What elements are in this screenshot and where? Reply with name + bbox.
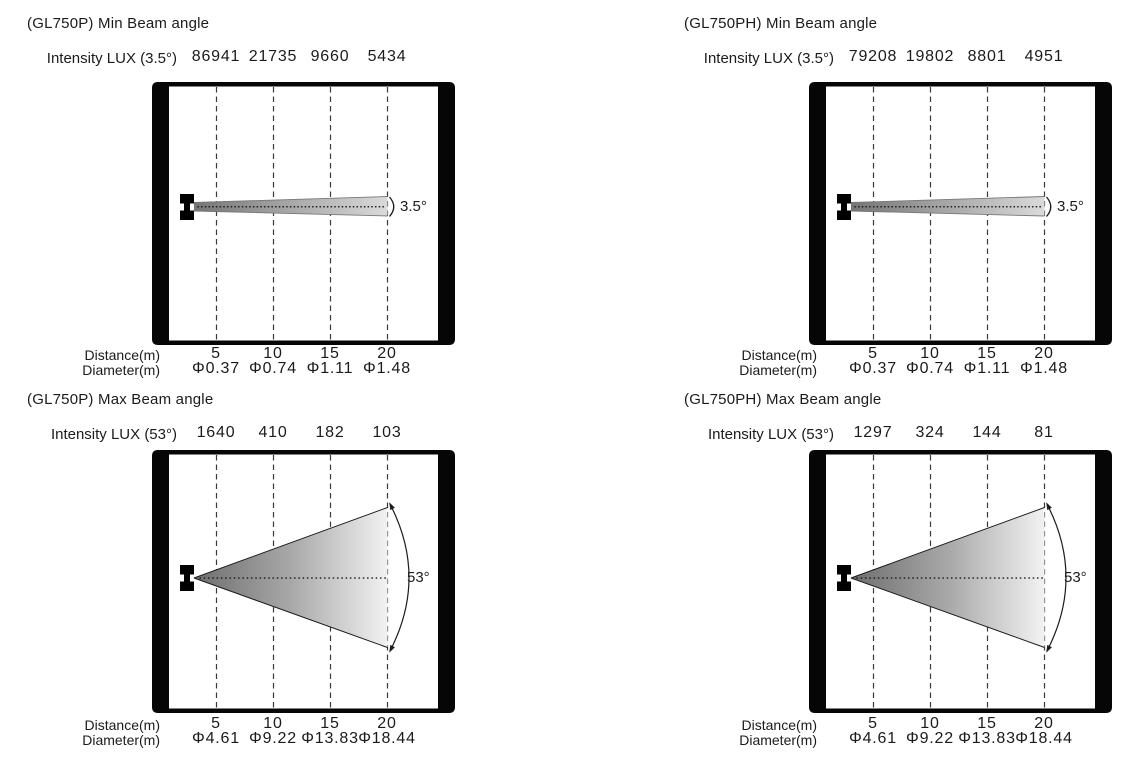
- distance-value: 20: [377, 345, 397, 362]
- intensity-value: 9660: [310, 48, 350, 65]
- intensity-axis-label: Intensity LUX (3.5°): [46, 50, 177, 67]
- distance-value: 5: [868, 345, 878, 362]
- intensity-value: 1640: [196, 424, 236, 441]
- distance-value: 10: [263, 715, 283, 732]
- intensity-value: 8801: [967, 48, 1007, 65]
- panel-title: (GL750P) Max Beam angle: [27, 391, 214, 408]
- diameter-value: Φ0.37: [849, 360, 897, 377]
- diameter-value: Φ9.22: [906, 730, 954, 747]
- beam-diagram-max: [809, 450, 1112, 713]
- beam-angle-label: 53°: [407, 569, 430, 586]
- stage-frame: [809, 82, 1112, 345]
- intensity-value: 19802: [905, 48, 955, 65]
- distance-value: 5: [211, 715, 221, 732]
- distance-value: 5: [211, 345, 221, 362]
- diameter-value: Φ0.37: [192, 360, 240, 377]
- beam-diagram-max: [152, 450, 455, 713]
- intensity-axis-label: Intensity LUX (53°): [707, 426, 834, 443]
- distance-value: 20: [377, 715, 397, 732]
- intensity-value: 4951: [1024, 48, 1064, 65]
- distance-value: 10: [920, 345, 940, 362]
- light-fixture-icon: [837, 565, 851, 591]
- distance-value: 10: [920, 715, 940, 732]
- intensity-value: 103: [372, 424, 402, 441]
- diameter-value: Φ0.74: [249, 360, 297, 377]
- stage-frame: [152, 82, 455, 345]
- intensity-value: 324: [915, 424, 945, 441]
- panel-gl750ph-min: (GL750PH) Min Beam angle Intensity LUX (…: [657, 0, 1144, 382]
- diameter-value: Φ4.61: [192, 730, 240, 747]
- diameter-value: Φ1.48: [1020, 360, 1068, 377]
- panel-gl750ph-max: (GL750PH) Max Beam angle Intensity LUX (…: [657, 376, 1144, 758]
- distance-row-label: Distance(m): [84, 347, 160, 363]
- distance-value: 20: [1034, 715, 1054, 732]
- beam-cone: [193, 502, 410, 653]
- diameter-row-label: Diameter(m): [739, 362, 817, 378]
- beam-cone: [850, 502, 1067, 653]
- distance-row-label: Distance(m): [741, 717, 817, 733]
- intensity-value: 1297: [853, 424, 893, 441]
- arc-arrowhead-bottom: [389, 644, 395, 653]
- intensity-value: 86941: [191, 48, 241, 65]
- diameter-value: Φ9.22: [249, 730, 297, 747]
- distance-value: 15: [977, 345, 997, 362]
- beam-shape: [193, 196, 395, 217]
- intensity-value: 5434: [367, 48, 407, 65]
- light-fixture-icon: [180, 194, 194, 220]
- panel-title: (GL750P) Min Beam angle: [27, 15, 210, 32]
- diameter-row-label: Diameter(m): [739, 732, 817, 748]
- angle-arc: [388, 196, 395, 217]
- diameter-row-label: Diameter(m): [82, 362, 160, 378]
- stage-frame: [809, 450, 1112, 713]
- beam-shape: [850, 196, 1052, 217]
- beam-angle-label: 3.5°: [1057, 198, 1084, 215]
- diameter-value: Φ1.11: [306, 360, 354, 377]
- light-fixture-icon: [180, 565, 194, 591]
- beam-angle-label: 3.5°: [400, 198, 427, 215]
- distance-value: 20: [1034, 345, 1054, 362]
- panel-gl750p-min: (GL750P) Min Beam angle Intensity LUX (3…: [0, 0, 487, 382]
- distance-value: 10: [263, 345, 283, 362]
- panel-title: (GL750PH) Max Beam angle: [684, 391, 882, 408]
- distance-value: 5: [868, 715, 878, 732]
- distance-value: 15: [320, 345, 340, 362]
- diameter-value: Φ18.44: [358, 730, 416, 747]
- arc-arrowhead-top: [1046, 502, 1052, 511]
- diameter-value: Φ0.74: [906, 360, 954, 377]
- diameter-value: Φ13.83: [301, 730, 359, 747]
- intensity-axis-label: Intensity LUX (3.5°): [703, 50, 834, 67]
- beam-diagram-min: [152, 82, 455, 345]
- panel-gl750p-max: (GL750P) Max Beam angle Intensity LUX (5…: [0, 376, 487, 758]
- angle-arc: [389, 503, 410, 652]
- distance-row-label: Distance(m): [741, 347, 817, 363]
- intensity-value: 79208: [848, 48, 898, 65]
- panel-title: (GL750PH) Min Beam angle: [684, 15, 878, 32]
- arc-arrowhead-bottom: [1046, 644, 1052, 653]
- diameter-value: Φ1.48: [363, 360, 411, 377]
- angle-arc: [1046, 503, 1067, 652]
- intensity-value: 410: [258, 424, 288, 441]
- distance-row-label: Distance(m): [84, 717, 160, 733]
- beam-diagram-min: [809, 82, 1112, 345]
- intensity-axis-label: Intensity LUX (53°): [50, 426, 177, 443]
- distance-value: 15: [320, 715, 340, 732]
- diameter-value: Φ18.44: [1015, 730, 1073, 747]
- arc-arrowhead-top: [389, 502, 395, 511]
- distance-value: 15: [977, 715, 997, 732]
- intensity-value: 81: [1034, 424, 1054, 441]
- intensity-value: 21735: [248, 48, 298, 65]
- diameter-row-label: Diameter(m): [82, 732, 160, 748]
- intensity-value: 144: [972, 424, 1002, 441]
- diameter-value: Φ4.61: [849, 730, 897, 747]
- angle-arc: [1045, 196, 1052, 217]
- intensity-value: 182: [315, 424, 345, 441]
- beam-angle-label: 53°: [1064, 569, 1087, 586]
- stage-frame: [152, 450, 455, 713]
- light-fixture-icon: [837, 194, 851, 220]
- diameter-value: Φ13.83: [958, 730, 1016, 747]
- diameter-value: Φ1.11: [963, 360, 1011, 377]
